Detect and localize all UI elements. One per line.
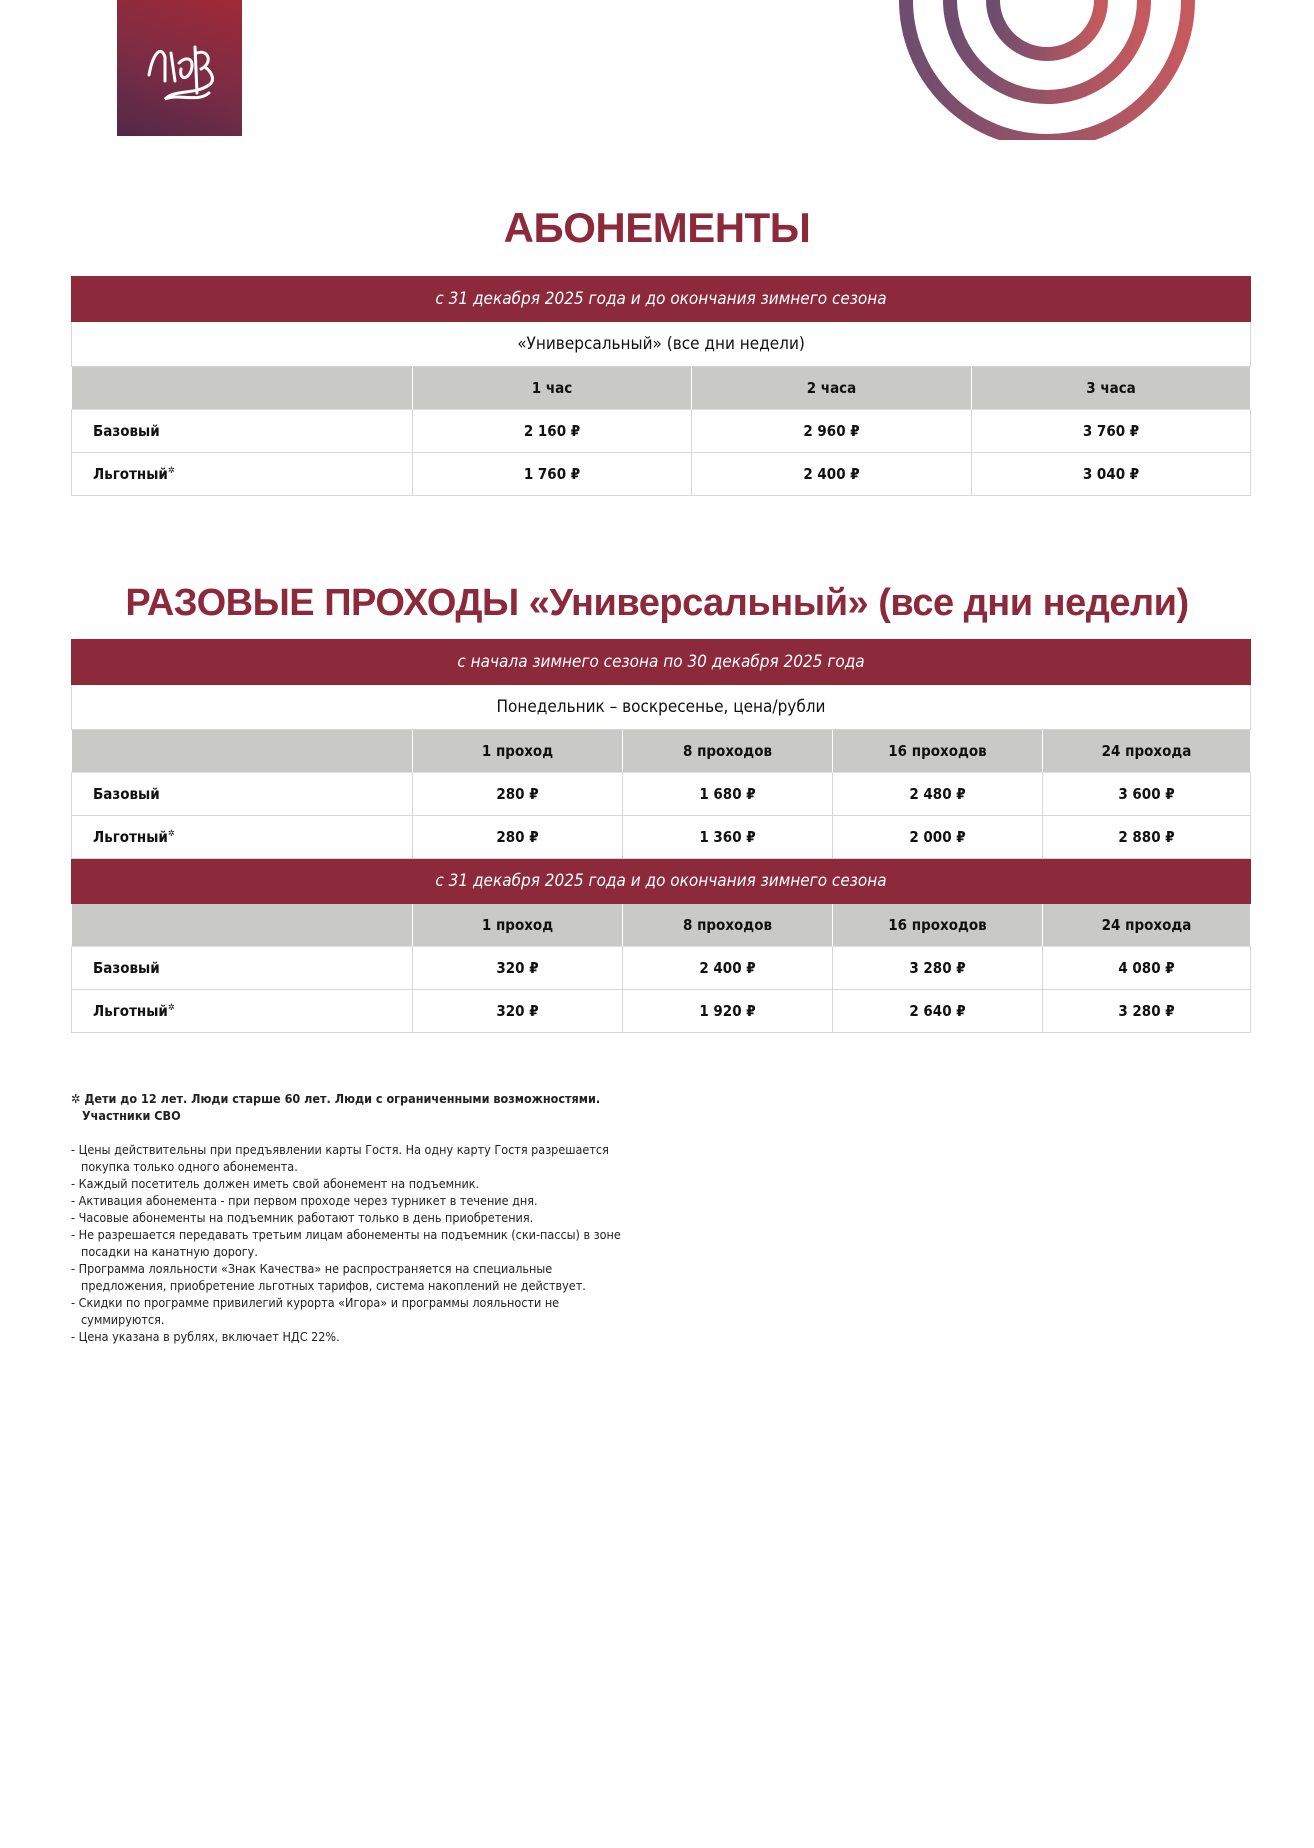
price-cell: 2 160 ₽: [412, 409, 692, 453]
footnote-mark: ✲: [167, 1003, 175, 1013]
column-header: 1 проход: [412, 729, 623, 773]
tariff-name: Льготный: [93, 828, 168, 846]
row-label: Льготный✲: [71, 815, 413, 859]
price-cell: 3 280 ₽: [832, 946, 1043, 990]
table-row: Льготный✲ 320 ₽1 920 ₽2 640 ₽3 280 ₽: [71, 989, 1252, 1033]
price-cell: 3 600 ₽: [1041, 772, 1252, 816]
tariff-name: Базовый: [93, 785, 160, 803]
column-header: 8 проходов: [622, 729, 833, 773]
notes: ✲ Дети до 12 лет. Люди старше 60 лет. Лю…: [71, 1090, 631, 1345]
note-item: - Активация абонемента - при первом прох…: [71, 1193, 538, 1208]
column-header: 24 прохода: [1041, 729, 1252, 773]
price-cell: 4 080 ₽: [1041, 946, 1252, 990]
table-row: Базовый 320 ₽2 400 ₽3 280 ₽4 080 ₽: [71, 946, 1252, 990]
tariff-name: Базовый: [93, 422, 160, 440]
subscriptions-table: с 31 декабря 2025 года и до окончания зи…: [70, 276, 1252, 496]
subtitle-row: Понедельник – воскресенье, цена/рубли: [70, 684, 1252, 730]
price-cell: 2 400 ₽: [622, 946, 833, 990]
logo-calligraphy-icon: [147, 45, 214, 101]
price-cell: 3 280 ₽: [1041, 989, 1252, 1033]
row-label: Льготный✲: [71, 989, 413, 1033]
table-row: Льготный✲ 1 760 ₽2 400 ₽3 040 ₽: [71, 452, 1252, 496]
column-header: [71, 366, 413, 410]
footnote-mark: ✲: [167, 829, 175, 839]
column-header-row: 1 час 2 часа 3 часа: [71, 366, 1252, 410]
section-title-subscriptions: АБОНЕМЕНТЫ: [503, 204, 811, 251]
period-label: с 31 декабря 2025 года и до окончания зи…: [70, 276, 1252, 322]
note-item: - Скидки по программе привилегий курорта…: [71, 1295, 560, 1327]
single-passes-table: с начала зимнего сезона по 30 декабря 20…: [70, 639, 1252, 1033]
column-header: 1 проход: [412, 903, 623, 947]
note-item: - Цены действительны при предъявлении ка…: [71, 1142, 609, 1174]
price-cell: 3 760 ₽: [970, 409, 1252, 453]
column-header: 3 часа: [970, 366, 1252, 410]
price-cell: 320 ₽: [412, 989, 623, 1033]
column-header: 1 час: [412, 366, 692, 410]
price-cell: 2 640 ₽: [832, 989, 1043, 1033]
note-item: - Программа лояльности «Знак Качества» н…: [71, 1261, 586, 1293]
decorative-rings: [899, 0, 1195, 140]
note-item: - Не разрешается передавать третьим лица…: [71, 1227, 621, 1259]
row-label: Базовый: [71, 772, 413, 816]
row-label: Базовый: [71, 946, 413, 990]
table-row: Базовый 2 160 ₽2 960 ₽3 760 ₽: [71, 409, 1252, 453]
column-header: 8 проходов: [622, 903, 833, 947]
table-subtitle: «Универсальный» (все дни недели): [70, 321, 1252, 367]
subtitle-row: «Универсальный» (все дни недели): [70, 321, 1252, 367]
footnote: ✲ Дети до 12 лет. Люди старше 60 лет. Лю…: [71, 1091, 601, 1123]
column-header: [71, 903, 413, 947]
price-cell: 2 880 ₽: [1041, 815, 1252, 859]
price-cell: 2 960 ₽: [691, 409, 972, 453]
price-cell: 1 760 ₽: [412, 452, 692, 496]
column-header: 2 часа: [691, 366, 972, 410]
period-row: с начала зимнего сезона по 30 декабря 20…: [70, 639, 1252, 685]
column-header: 24 прохода: [1041, 903, 1252, 947]
price-cell: 1 920 ₽: [622, 989, 833, 1033]
section-title-single-passes: РАЗОВЫЕ ПРОХОДЫ «Универсальный» (все дни…: [125, 582, 1189, 624]
price-cell: 2 400 ₽: [691, 452, 972, 496]
tariff-name: Базовый: [93, 959, 160, 977]
tariff-name: Льготный: [93, 1002, 168, 1020]
note-item: - Цена указана в рублях, включает НДС 22…: [71, 1329, 340, 1344]
price-cell: 2 480 ₽: [832, 772, 1043, 816]
table-subtitle: Понедельник – воскресенье, цена/рубли: [70, 684, 1252, 730]
price-cell: 1 360 ₽: [622, 815, 833, 859]
table-row: Базовый 280 ₽1 680 ₽2 480 ₽3 600 ₽: [71, 772, 1252, 816]
price-cell: 3 040 ₽: [970, 452, 1252, 496]
price-cell: 320 ₽: [412, 946, 623, 990]
row-label: Базовый: [71, 409, 413, 453]
price-cell: 1 680 ₽: [622, 772, 833, 816]
column-header: 16 проходов: [832, 903, 1043, 947]
tariff-name: Льготный: [93, 465, 168, 483]
table-row: Льготный✲ 280 ₽1 360 ₽2 000 ₽2 880 ₽: [71, 815, 1252, 859]
logo: [117, 0, 242, 136]
price-cell: 2 000 ₽: [832, 815, 1043, 859]
note-item: - Каждый посетитель должен иметь свой аб…: [71, 1176, 480, 1191]
period-label: с начала зимнего сезона по 30 декабря 20…: [70, 639, 1252, 685]
period-label: с 31 декабря 2025 года и до окончания зи…: [70, 858, 1252, 904]
column-header: [71, 729, 413, 773]
footnote-mark: ✲: [167, 466, 175, 476]
column-header-row: 1 проход 8 проходов 16 проходов 24 прохода: [71, 729, 1252, 773]
period-row: с 31 декабря 2025 года и до окончания зи…: [70, 276, 1252, 322]
note-item: - Часовые абонементы на подъемник работа…: [71, 1210, 534, 1225]
column-header: 16 проходов: [832, 729, 1043, 773]
column-header-row: 1 проход 8 проходов 16 проходов 24 прохода: [71, 903, 1252, 947]
price-cell: 280 ₽: [412, 815, 623, 859]
price-cell: 280 ₽: [412, 772, 623, 816]
row-label: Льготный✲: [71, 452, 413, 496]
period-row: с 31 декабря 2025 года и до окончания зи…: [70, 858, 1252, 904]
